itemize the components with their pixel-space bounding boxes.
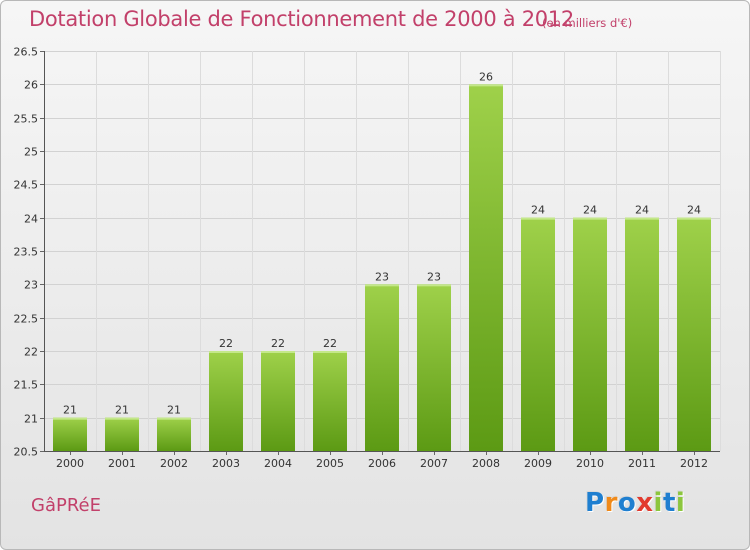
bar-highlight — [365, 284, 399, 287]
x-tick-label: 2004 — [264, 457, 292, 470]
bar — [417, 284, 451, 451]
bar-highlight — [677, 217, 711, 220]
y-tick-label: 23.5 — [14, 246, 39, 259]
data-label: 22 — [323, 337, 337, 350]
bar — [261, 351, 295, 451]
bar-highlight — [521, 217, 555, 220]
bar-highlight — [469, 84, 503, 87]
y-tick-label: 25 — [24, 146, 38, 159]
x-tick-label: 2012 — [680, 457, 708, 470]
data-label: 23 — [375, 270, 389, 283]
y-tick-label: 21.5 — [14, 379, 39, 392]
y-tick-label: 22.5 — [14, 313, 39, 326]
bar-highlight — [313, 351, 347, 353]
x-tick-label: 2005 — [316, 457, 344, 470]
y-tick-label: 26.5 — [14, 46, 39, 59]
bar — [677, 217, 711, 451]
data-label: 23 — [427, 270, 441, 283]
bar-highlight — [573, 217, 607, 220]
bar — [469, 84, 503, 451]
bar — [105, 417, 139, 451]
y-tick-label: 21 — [24, 413, 38, 426]
data-label: 24 — [583, 204, 597, 217]
chart-unit-subtitle: (en milliers d'€) — [542, 16, 633, 30]
data-label: 22 — [219, 337, 233, 350]
x-tick-label: 2006 — [368, 457, 396, 470]
x-tick-label: 2010 — [576, 457, 604, 470]
data-label: 21 — [115, 404, 129, 417]
bar-highlight — [261, 351, 295, 353]
y-tick-label: 23 — [24, 279, 38, 292]
data-label: 26 — [479, 70, 493, 83]
y-tick-label: 25.5 — [14, 113, 39, 126]
data-label: 21 — [63, 404, 77, 417]
data-label: 24 — [531, 204, 545, 217]
bar — [625, 217, 659, 451]
y-tick-label: 22 — [24, 346, 38, 359]
data-label: 24 — [687, 204, 701, 217]
logo-letter: i — [653, 488, 663, 518]
x-tick-label: 2011 — [628, 457, 656, 470]
bar — [53, 417, 87, 451]
logo-letter: o — [617, 488, 637, 518]
bar-highlight — [417, 284, 451, 287]
bar-highlight — [625, 217, 659, 220]
bar — [521, 217, 555, 451]
bar — [157, 417, 191, 451]
logo-letter: x — [636, 488, 654, 518]
proxiti-logo[interactable]: Proxiti — [585, 488, 685, 518]
data-label: 21 — [167, 404, 181, 417]
x-tick-label: 2001 — [108, 457, 136, 470]
x-tick-label: 2009 — [524, 457, 552, 470]
logo-letter: P — [585, 488, 605, 518]
axes: 20.5 21 21.5 22 22.5 23 23.5 24 24.5 25 25.5 26 26.5… — [14, 46, 720, 470]
y-tick-label: 20.5 — [14, 446, 39, 459]
bar — [209, 351, 243, 451]
x-tick-label: 2002 — [160, 457, 188, 470]
logo-letter: i — [675, 488, 686, 518]
x-tick-label: 2007 — [420, 457, 448, 470]
y-tick-label: 24 — [24, 213, 38, 226]
bars: 21 21 21 22 22 22 23 23 26 24 24 24 24 — [53, 70, 711, 451]
bar — [365, 284, 399, 451]
logo-letter: t — [662, 488, 676, 518]
y-tick-label: 24.5 — [14, 179, 39, 192]
x-tick-label: 2000 — [56, 457, 84, 470]
data-label: 22 — [271, 337, 285, 350]
bar-highlight — [53, 417, 87, 420]
x-tick-label: 2003 — [212, 457, 240, 470]
bar — [313, 351, 347, 451]
y-tick-label: 26 — [24, 79, 38, 92]
bar — [573, 217, 607, 451]
x-tick-label: 2008 — [472, 457, 500, 470]
bar-highlight — [157, 417, 191, 420]
logo-letter: r — [604, 488, 618, 518]
bar-highlight — [209, 351, 243, 353]
commune-name: GâPRéE — [31, 495, 101, 516]
chart-title: Dotation Globale de Fonctionnement de 20… — [29, 7, 574, 31]
data-label: 24 — [635, 204, 649, 217]
bar-highlight — [105, 417, 139, 420]
